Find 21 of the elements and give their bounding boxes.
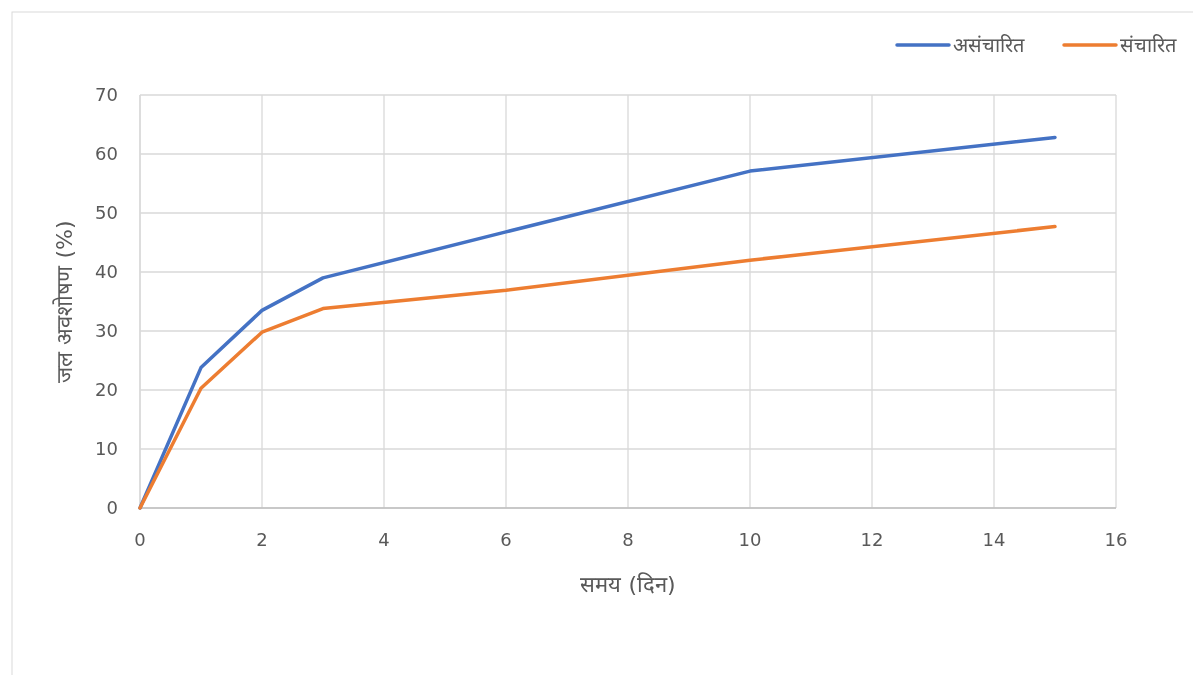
x-tick-label: 10 <box>738 529 762 550</box>
x-tick-label: 0 <box>134 529 146 550</box>
y-tick-label: 10 <box>95 438 118 459</box>
x-tick-label: 16 <box>1104 529 1128 550</box>
legend-label: असंचारित <box>953 33 1025 57</box>
x-tick-label: 12 <box>860 529 884 550</box>
y-axis-title: जल अवशोषण (%) <box>52 220 77 383</box>
legend-label: संचारित <box>1120 33 1177 57</box>
x-tick-label: 8 <box>622 529 634 550</box>
x-axis-title: समय (दिन) <box>580 572 676 597</box>
y-tick-label: 0 <box>106 497 118 518</box>
x-tick-label: 4 <box>378 529 390 550</box>
y-tick-label: 30 <box>95 320 118 341</box>
y-tick-label: 50 <box>95 202 118 223</box>
y-tick-label: 40 <box>95 261 118 282</box>
x-tick-label: 2 <box>256 529 268 550</box>
y-tick-label: 70 <box>95 84 118 105</box>
x-tick-label: 6 <box>500 529 512 550</box>
y-tick-label: 20 <box>95 379 118 400</box>
y-tick-label: 60 <box>95 143 118 164</box>
x-tick-label: 14 <box>982 529 1006 550</box>
